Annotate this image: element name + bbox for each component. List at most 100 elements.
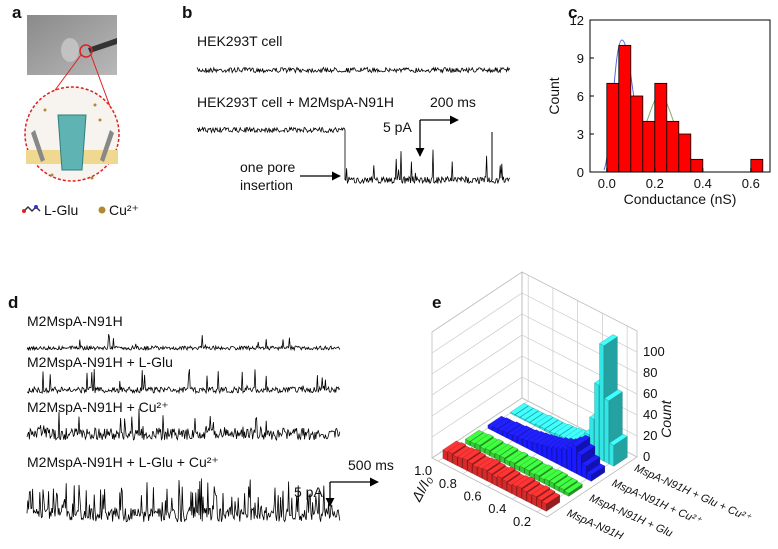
- cell-illustration: [22, 15, 120, 214]
- bar-top: [462, 448, 481, 461]
- grid-line: [521, 292, 638, 353]
- bar-top: [497, 466, 516, 479]
- scale-label: 500 ms: [348, 457, 394, 473]
- glu-icon: [22, 209, 26, 213]
- bar-top: [521, 480, 541, 492]
- bar-top: [571, 434, 591, 447]
- cell: [61, 38, 79, 62]
- y-tick-label: 0: [577, 165, 584, 180]
- bar: [609, 433, 628, 467]
- current-trace: [196, 66, 511, 74]
- panel-label: d: [8, 293, 18, 312]
- zoom-circle: [79, 44, 93, 58]
- bar-top: [516, 476, 536, 489]
- grid-line: [431, 313, 523, 375]
- x-tick-label: 0.4: [488, 501, 506, 516]
- y-axis-label: Count: [546, 77, 562, 114]
- annotation: one pore: [240, 159, 295, 175]
- x-tick-label: 0.6: [464, 489, 482, 504]
- bar-top: [475, 433, 494, 446]
- legend-label: L-Glu: [44, 202, 78, 218]
- bar-top: [509, 451, 529, 464]
- bar-front: [547, 445, 552, 462]
- bar-front: [594, 382, 600, 459]
- grid-line: [431, 334, 523, 396]
- y-tick-label: 3: [577, 127, 584, 142]
- z-tick-label: 100: [643, 344, 665, 359]
- bar: [564, 481, 583, 497]
- bar-top: [534, 414, 554, 427]
- grid-line: [521, 334, 638, 395]
- x-tick-label: 0.2: [513, 514, 531, 529]
- bar-top: [599, 334, 618, 346]
- bar: [750, 158, 764, 173]
- bar-top: [559, 478, 578, 490]
- y-tick-label: 9: [577, 51, 584, 66]
- bar-top: [484, 439, 504, 451]
- bar-top: [544, 419, 564, 432]
- bar: [642, 120, 656, 173]
- bar-front: [581, 463, 587, 480]
- bar-top: [604, 389, 623, 401]
- grid-line: [431, 376, 523, 438]
- ions: [43, 103, 102, 180]
- bar-front: [557, 446, 562, 467]
- trace-label: M2MspA-N91H + Cu²⁺: [27, 399, 169, 415]
- bar-top: [554, 475, 573, 488]
- bar-front: [609, 442, 614, 467]
- z-tick-label: 40: [643, 407, 657, 422]
- bar-top: [581, 454, 601, 467]
- bar-top: [447, 442, 467, 454]
- x-tick-label: 0.2: [646, 176, 664, 191]
- electrode: [100, 130, 114, 162]
- current-trace: [26, 408, 341, 441]
- x-tick-label: 0.0: [598, 176, 616, 191]
- bar-top: [520, 408, 539, 420]
- bar: [630, 95, 644, 173]
- annotation: insertion: [240, 177, 293, 193]
- bar-top: [534, 464, 553, 477]
- bar-top: [541, 492, 561, 505]
- bar-top: [515, 405, 534, 418]
- bar: [666, 120, 680, 173]
- bar-top: [549, 472, 568, 484]
- y-tick-label: 6: [577, 89, 584, 104]
- y-tick-label: 12: [570, 13, 584, 28]
- bar-top: [576, 443, 596, 456]
- bar-top: [502, 421, 521, 434]
- bar: [606, 82, 620, 173]
- bar-top: [554, 423, 574, 436]
- z-tick-label: 80: [643, 365, 657, 380]
- bar-top: [531, 485, 551, 497]
- scale-label: 5 pA: [383, 119, 412, 135]
- z-tick-label: 60: [643, 386, 657, 401]
- bar-top: [492, 417, 512, 430]
- x-axis-label: Conductance (nS): [624, 191, 737, 207]
- bar-top: [465, 429, 484, 442]
- bar-top: [586, 463, 606, 476]
- bar: [586, 463, 606, 482]
- bar-front: [566, 445, 572, 472]
- panel-label: c: [568, 3, 577, 22]
- z-axis-label: Count: [658, 399, 674, 437]
- legend-label: Cu²⁺: [109, 202, 139, 218]
- z-tick-label: 20: [643, 428, 657, 443]
- bar-top: [524, 459, 543, 471]
- bar-top: [609, 433, 628, 446]
- bar-front: [552, 446, 557, 464]
- bar-front: [599, 343, 605, 462]
- x-tick-label: 1.0: [414, 463, 432, 478]
- bar-top: [482, 458, 501, 471]
- bar-top: [510, 403, 529, 415]
- bar-top: [564, 481, 583, 494]
- x-tick-label: 0.6: [742, 176, 760, 191]
- bar-top: [544, 469, 563, 482]
- x-tick-label: 0.4: [694, 176, 712, 191]
- bar: [654, 82, 668, 173]
- trace-label: M2MspA-N91H + L-Glu + Cu²⁺: [27, 454, 219, 470]
- grid-line: [521, 313, 638, 374]
- bar-front: [571, 443, 577, 474]
- panel-label: b: [182, 3, 192, 22]
- grid-line: [431, 355, 523, 417]
